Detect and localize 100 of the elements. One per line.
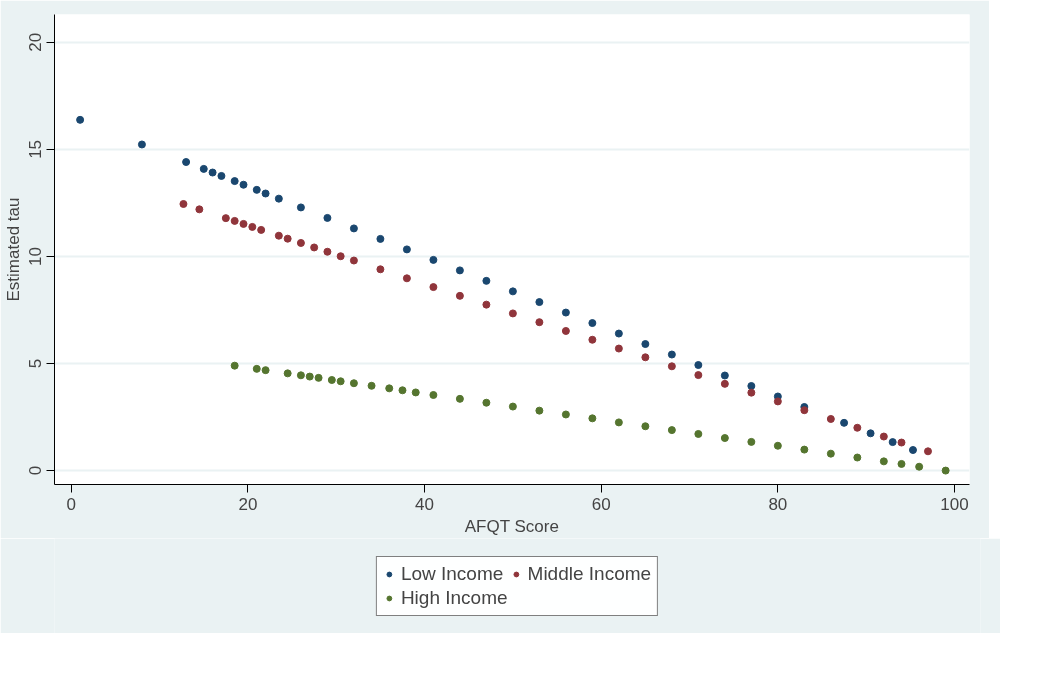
point — [941, 466, 950, 475]
x-tick-label: 80 — [768, 494, 788, 514]
point — [923, 447, 932, 456]
point — [179, 200, 188, 208]
y-tick-label: 10 — [26, 246, 46, 266]
y-axis-title: Estimated tau — [3, 197, 23, 302]
point — [800, 445, 809, 454]
point — [455, 266, 464, 275]
point — [535, 318, 544, 327]
point — [747, 437, 756, 446]
point — [248, 222, 257, 231]
point — [614, 329, 623, 338]
point — [455, 291, 464, 300]
point — [274, 231, 283, 240]
point — [561, 410, 570, 419]
point — [853, 423, 862, 432]
legend-label: High Income — [400, 586, 508, 609]
point — [310, 243, 319, 252]
point — [908, 446, 917, 455]
point — [429, 283, 438, 292]
point — [402, 245, 411, 254]
point — [274, 194, 283, 203]
point — [217, 171, 226, 180]
point — [588, 319, 597, 328]
x-tick-label: 100 — [940, 494, 969, 514]
x-tick-label: 0 — [66, 494, 77, 514]
point — [694, 429, 703, 438]
point — [230, 361, 239, 370]
point — [367, 381, 376, 390]
x-tick-label: 20 — [238, 494, 258, 514]
point — [508, 402, 517, 411]
point — [261, 189, 270, 198]
point — [614, 418, 623, 427]
point — [588, 335, 597, 344]
point — [283, 234, 292, 243]
point — [411, 388, 420, 397]
point — [641, 422, 650, 431]
point — [283, 369, 292, 378]
point — [239, 219, 248, 228]
point — [208, 168, 217, 177]
point — [800, 406, 809, 415]
point — [327, 376, 336, 384]
point — [641, 340, 650, 349]
point — [239, 180, 248, 189]
point — [747, 382, 756, 390]
point — [482, 300, 491, 309]
point — [230, 177, 239, 186]
y-tick-label: 20 — [26, 32, 46, 52]
x-tick-label: 60 — [591, 494, 611, 514]
point — [221, 214, 230, 223]
point — [305, 372, 314, 381]
point — [349, 379, 358, 388]
point — [826, 449, 835, 458]
point — [482, 276, 491, 285]
point — [296, 371, 305, 380]
point — [720, 434, 729, 443]
y-tick-label: 5 — [26, 358, 46, 369]
point — [385, 384, 394, 393]
x-axis-title: AFQT Score — [464, 516, 559, 536]
point — [336, 377, 345, 386]
point — [508, 287, 517, 296]
point — [588, 414, 597, 423]
point — [137, 140, 146, 149]
point — [199, 164, 208, 173]
point — [455, 394, 464, 403]
legend-label: Low Income — [400, 562, 504, 585]
point — [853, 453, 862, 462]
point — [314, 373, 323, 382]
point — [667, 350, 676, 359]
point — [252, 364, 261, 373]
point — [897, 438, 906, 447]
point — [376, 265, 385, 274]
x-tick-label: 40 — [415, 494, 435, 514]
point — [257, 225, 266, 234]
point — [230, 216, 239, 225]
point — [694, 361, 703, 370]
point — [866, 429, 875, 438]
point — [720, 379, 729, 388]
point — [773, 397, 782, 406]
point — [773, 441, 782, 450]
point — [429, 255, 438, 264]
point — [897, 459, 906, 468]
point — [252, 185, 261, 194]
point — [879, 457, 888, 466]
point — [376, 234, 385, 243]
y-tick-label: 15 — [26, 139, 46, 159]
point — [641, 353, 650, 362]
point — [915, 462, 924, 471]
point — [826, 414, 835, 423]
point — [667, 426, 676, 435]
point — [561, 308, 570, 317]
point — [182, 158, 191, 167]
point — [398, 386, 407, 395]
point — [535, 298, 544, 307]
point — [888, 438, 897, 447]
point — [296, 203, 305, 212]
point — [694, 371, 703, 380]
y-tick-label: 0 — [26, 465, 46, 476]
point — [667, 362, 676, 371]
point — [508, 309, 517, 318]
